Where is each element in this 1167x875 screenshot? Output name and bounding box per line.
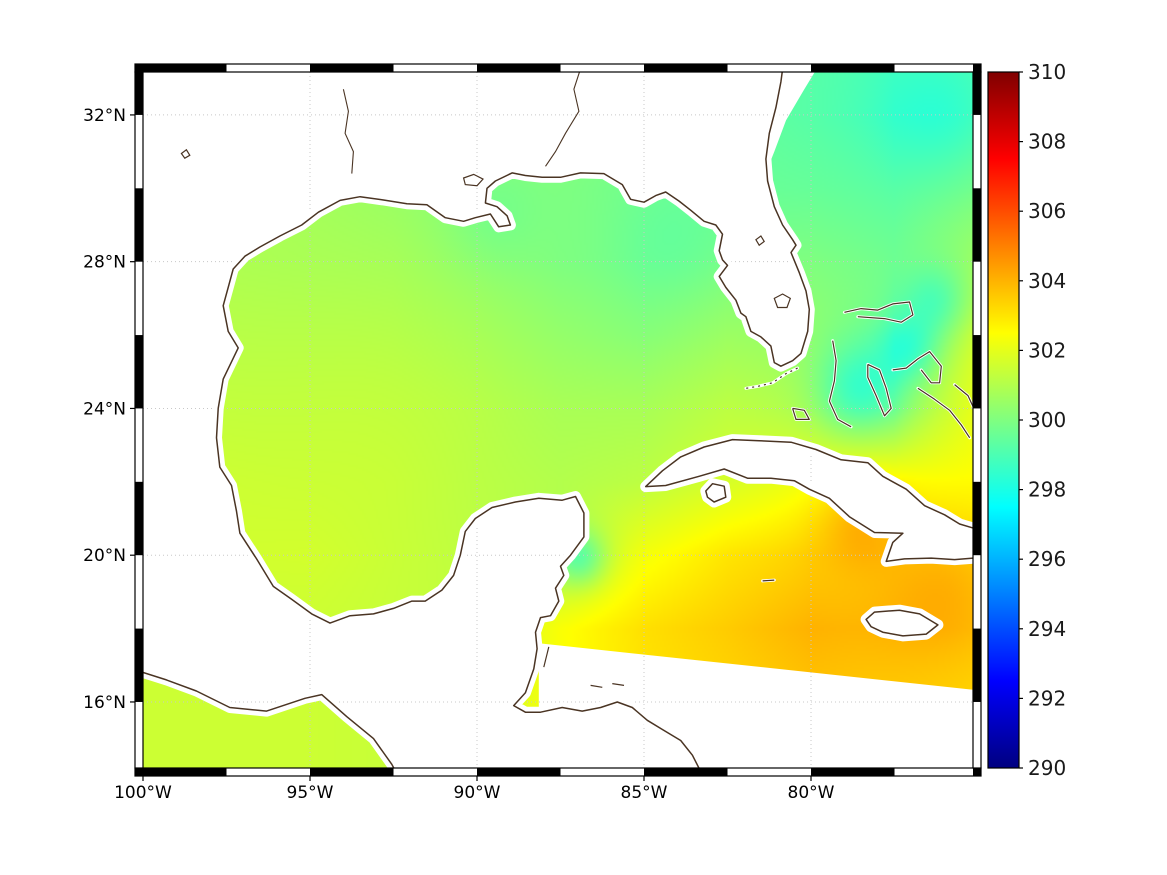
frame-seg-right [973,188,981,262]
minor-islands [542,300,973,689]
island-halo-exuma-chain [916,386,972,440]
rivers [342,72,581,174]
frame-seg-right [973,72,981,115]
frame-seg-bottom [477,768,561,776]
coastlines [143,72,973,768]
colorbar-tick-label: 290 [1028,756,1066,780]
island-cay-sal-bank [792,407,810,420]
colorbar: 310 308 306 304 302 300 298 296 294 292 290 [987,60,1066,780]
frame-seg-bottom [143,768,227,776]
island-halo-florida-keys [744,366,800,390]
colorbar-tick-label: 292 [1028,686,1066,710]
frame-seg-top [644,64,728,72]
colorbar-tick-label: 296 [1028,547,1066,571]
island-cat-long-island [954,384,973,409]
lat-tick-label: 32°N [83,106,126,126]
colorbar-tick-label: 294 [1028,617,1066,641]
lon-tick-label: 85°W [621,783,668,803]
colorbar-tick-label: 304 [1028,269,1066,293]
lat-tick-label: 20°N [83,546,126,566]
lake-central-florida-lake [755,235,765,247]
island-cayman-islands [762,579,775,582]
coastline-cuba [644,438,973,563]
island-belize-cays [543,646,550,668]
island-bimini-bank-edge [828,340,852,428]
lat-tick-label: 24°N [83,399,126,419]
frame-seg-right [973,335,981,409]
colorbar-tick-label: 300 [1028,408,1066,432]
frame-seg-right [973,481,981,556]
frame-seg-top [310,64,394,72]
frame-corner [135,64,143,72]
frame-corner [973,64,981,72]
colorbar-tick-label: 306 [1028,199,1066,223]
frame-seg-left [135,188,143,262]
colorbar-tick-label: 310 [1028,60,1066,84]
island-grand-bahama-abaco [844,301,914,323]
island-andros [867,363,892,417]
gridlines [143,72,973,768]
lake-lake-okeechobee [773,293,792,309]
lat-tick-label: 28°N [83,253,126,273]
frame-seg-left [135,335,143,409]
island-bay-islands-1 [590,684,603,688]
frame-seg-top [811,64,895,72]
island-florida-keys [745,367,798,389]
frame-seg-bottom [310,768,394,776]
colorbar-tick-label: 302 [1028,338,1066,362]
colorbar-tick-label: 298 [1028,478,1066,502]
lake-texas-lake [180,148,191,159]
land-fill-north-america-mainland [143,72,810,768]
frame-seg-bottom [644,768,728,776]
lakes [180,148,792,309]
frame-seg-top [477,64,561,72]
coastline-jamaica [865,609,939,637]
island-new-providence-eleuthera [892,351,942,384]
frame-corner [135,768,143,776]
coastline-north-america-mainland [143,671,395,768]
island-halo-grand-bahama-abaco [842,300,915,324]
frame-seg-left [135,72,143,115]
lon-tick-label: 90°W [454,783,501,803]
frame-seg-left [135,481,143,556]
axis-labels: 32°N 28°N 24°N 20°N 16°N 100°W 95°W 90°W 85°W 80°… [83,106,835,803]
frame-seg-top [143,64,227,72]
lat-tick-label: 16°N [83,693,126,713]
coastline-north-america-mainland [215,72,811,768]
colorbar-tick-label: 308 [1028,130,1066,154]
frame-seg-left [135,628,143,702]
river-alabama-river [545,72,581,167]
frame-corner [973,768,981,776]
island-bay-islands-2 [612,683,625,686]
colorbar-gradient [987,71,1020,769]
lon-tick-label: 80°W [788,783,835,803]
lon-tick-label: 95°W [287,783,334,803]
island-exuma-chain [917,387,971,439]
lake-lake-pontchartrain [462,173,484,187]
map-frame [134,63,982,777]
island-halo-bimini-bank-edge [827,339,853,429]
coastline-isla-de-la-juventud [705,482,727,503]
frame-seg-right [973,628,981,702]
frame-seg-bottom [811,768,895,776]
lon-tick-label: 100°W [114,783,172,803]
river-sabine-toledo-bend [342,89,354,174]
